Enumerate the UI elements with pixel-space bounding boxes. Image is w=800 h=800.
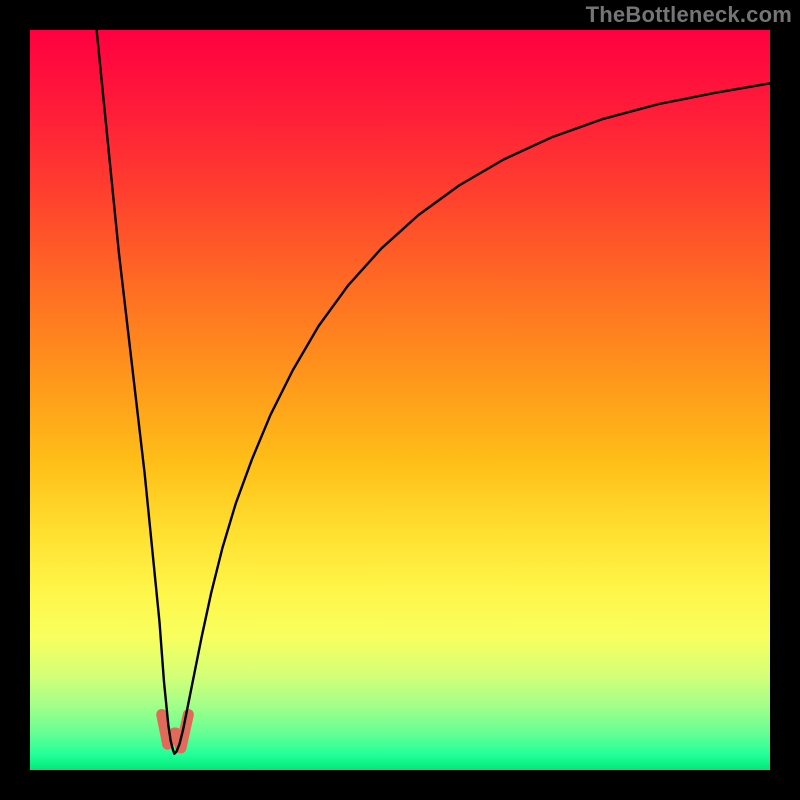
chart-stage: TheBottleneck.com xyxy=(0,0,800,800)
watermark-text: TheBottleneck.com xyxy=(586,2,792,28)
bottleneck-chart xyxy=(0,0,800,800)
